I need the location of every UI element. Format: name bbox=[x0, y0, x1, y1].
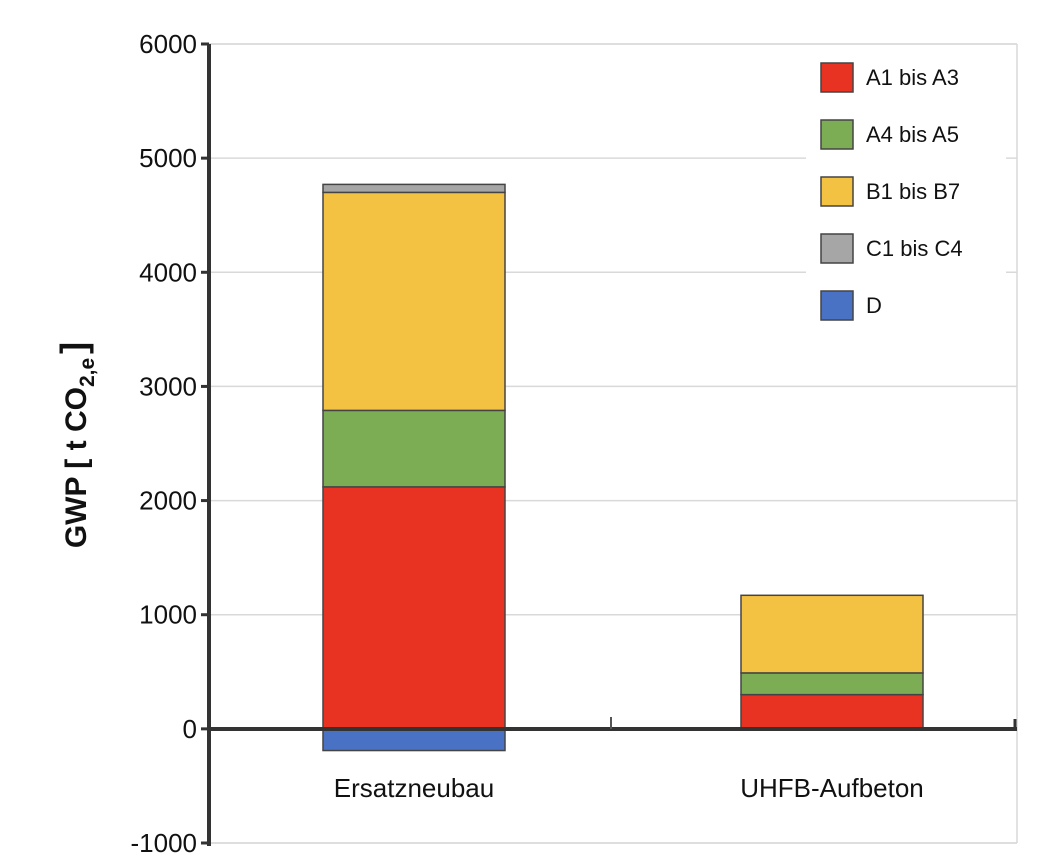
y-axis-label-main: GWP [ t CO bbox=[60, 387, 93, 548]
category-label: Ersatzneubau bbox=[334, 773, 494, 803]
legend-label: A1 bis A3 bbox=[866, 65, 959, 90]
legend-label: C1 bis C4 bbox=[866, 236, 963, 261]
bar-segment-a4-bis-a5-1 bbox=[740, 672, 924, 696]
y-axis-label: GWP [ t CO2,e] bbox=[53, 342, 99, 548]
legend-swatch bbox=[820, 233, 854, 264]
y-tick-label: -1000 bbox=[131, 828, 198, 858]
category-labels: Ersatzneubau UHFB-Aufbeton bbox=[334, 773, 924, 803]
legend-swatch bbox=[820, 119, 854, 150]
bar-segment-a4-bis-a5-0 bbox=[322, 409, 506, 488]
y-tick-label: 5000 bbox=[139, 143, 197, 173]
legend: A1 bis A3 A4 bis A5 B1 bis B7 C1 bis C4 D bbox=[806, 50, 1006, 350]
y-tick-label: 2000 bbox=[139, 486, 197, 516]
legend-label: D bbox=[866, 293, 882, 318]
axes bbox=[207, 44, 1017, 846]
bar-segment-b1-bis-b7-1 bbox=[740, 594, 924, 674]
y-tick-label: 4000 bbox=[139, 257, 197, 287]
bar-segment-b1-bis-b7-0 bbox=[322, 191, 506, 412]
bars bbox=[322, 183, 924, 752]
legend-label: B1 bis B7 bbox=[866, 179, 960, 204]
bar-segment-a1-bis-a3-1 bbox=[740, 693, 924, 730]
y-axis-label-subscript: 2,e bbox=[76, 358, 99, 387]
bar-segment-a1-bis-a3-0 bbox=[322, 486, 506, 730]
y-tick-label: 3000 bbox=[139, 371, 197, 401]
legend-items: A1 bis A3 A4 bis A5 B1 bis B7 C1 bis C4 D bbox=[820, 62, 963, 321]
bar-segment-c1-bis-c4-0 bbox=[322, 183, 506, 194]
y-tick-label: 6000 bbox=[139, 29, 197, 59]
legend-swatch bbox=[820, 290, 854, 321]
bar-segment-d-0 bbox=[322, 728, 506, 752]
legend-swatch bbox=[820, 176, 854, 207]
y-tick-label: 0 bbox=[183, 714, 197, 744]
y-axis-label-close: ] bbox=[53, 342, 94, 354]
legend-swatch bbox=[820, 62, 854, 93]
legend-label: A4 bis A5 bbox=[866, 122, 959, 147]
y-ticks: -1000 0 1000 2000 3000 4000 5000 6000 bbox=[131, 29, 209, 858]
y-tick-label: 1000 bbox=[139, 600, 197, 630]
category-label: UHFB-Aufbeton bbox=[740, 773, 924, 803]
